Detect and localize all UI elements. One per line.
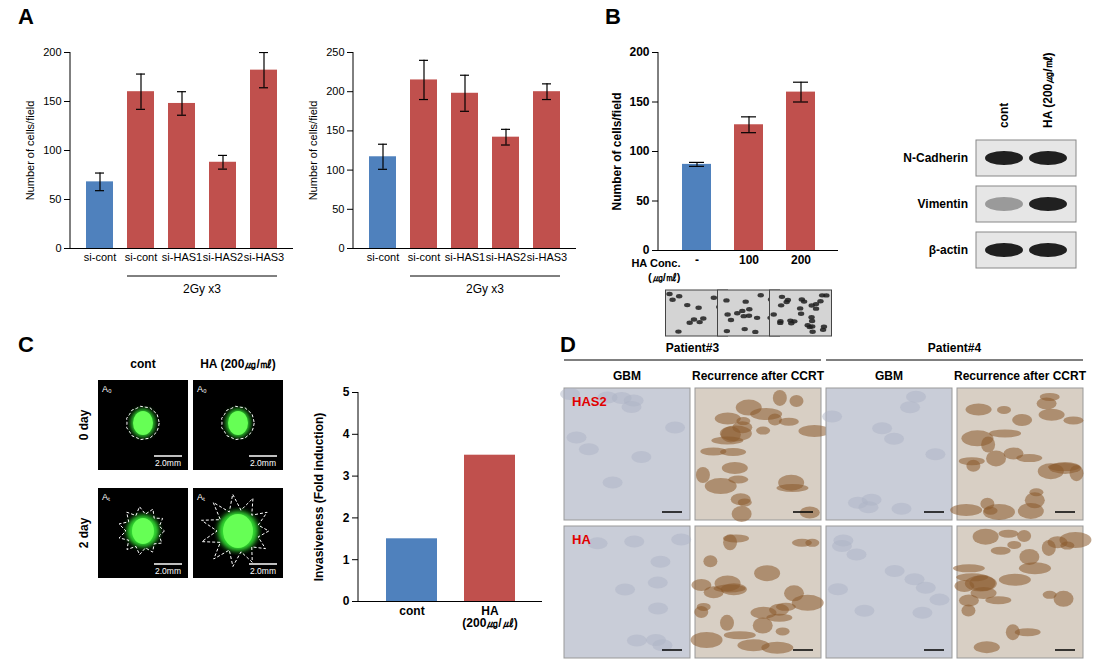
- svg-text:si-cont: si-cont: [408, 251, 440, 263]
- svg-text:2.0mm: 2.0mm: [250, 458, 276, 468]
- svg-text:200: 200: [43, 46, 61, 58]
- svg-text:Recurrence after CCRT: Recurrence after CCRT: [692, 369, 825, 383]
- svg-text:200: 200: [326, 85, 344, 97]
- svg-text:si-HAS2: si-HAS2: [486, 251, 526, 263]
- svg-text:4: 4: [343, 427, 350, 441]
- svg-text:0: 0: [343, 594, 350, 608]
- svg-text:0: 0: [55, 242, 61, 254]
- svg-text:2Gy x3: 2Gy x3: [466, 282, 504, 296]
- svg-text:Recurrence after CCRT: Recurrence after CCRT: [954, 369, 1087, 383]
- svg-text:50: 50: [636, 194, 650, 208]
- svg-text:HAS2: HAS2: [572, 394, 607, 409]
- svg-text:200: 200: [791, 253, 811, 267]
- svg-text:HA (200㎍/㎖): HA (200㎍/㎖): [1041, 52, 1055, 128]
- svg-text:HA: HA: [572, 532, 591, 547]
- svg-text:2Gy x3: 2Gy x3: [183, 282, 221, 296]
- svg-text:HA (200㎍/㎖): HA (200㎍/㎖): [200, 357, 276, 371]
- svg-text:100: 100: [43, 144, 61, 156]
- svg-text:0: 0: [643, 243, 650, 257]
- svg-text:150: 150: [326, 124, 344, 136]
- svg-text:A₀: A₀: [102, 384, 112, 394]
- svg-text:cont: cont: [997, 103, 1011, 128]
- html-text:A: A: [18, 4, 34, 29]
- svg-text:cont: cont: [399, 604, 424, 618]
- svg-text:5: 5: [343, 385, 350, 399]
- svg-text:Aₜ: Aₜ: [197, 492, 205, 502]
- svg-text:2.0mm: 2.0mm: [250, 566, 276, 576]
- svg-text:250: 250: [326, 46, 344, 58]
- svg-text:si-cont: si-cont: [367, 251, 399, 263]
- svg-text:Number of cells/field: Number of cells/field: [610, 92, 624, 210]
- svg-text:HA Conc.(㎍/㎖): HA Conc.(㎍/㎖): [631, 257, 680, 283]
- svg-text:100: 100: [629, 144, 649, 158]
- svg-text:β-actin: β-actin: [929, 243, 968, 257]
- svg-text:si-HAS3: si-HAS3: [244, 251, 284, 263]
- svg-text:100: 100: [326, 164, 344, 176]
- svg-text:Patient#4: Patient#4: [928, 341, 982, 355]
- svg-text:2.0mm: 2.0mm: [155, 458, 181, 468]
- html-text:C: C: [18, 332, 34, 357]
- svg-text:50: 50: [49, 193, 61, 205]
- svg-text:200: 200: [629, 45, 649, 59]
- svg-text:si-HAS1: si-HAS1: [445, 251, 485, 263]
- svg-text:N-Cadherin: N-Cadherin: [903, 151, 968, 165]
- svg-text:1: 1: [343, 553, 350, 567]
- svg-text:50: 50: [332, 203, 344, 215]
- svg-text:3: 3: [343, 469, 350, 483]
- svg-text:si-cont: si-cont: [84, 251, 116, 263]
- svg-text:100: 100: [739, 253, 759, 267]
- svg-text:0 day: 0 day: [77, 409, 91, 440]
- svg-text:GBM: GBM: [613, 369, 641, 383]
- svg-text:2: 2: [343, 511, 350, 525]
- svg-text:si-cont: si-cont: [125, 251, 157, 263]
- svg-text:Invasiveness (Fold induction): Invasiveness (Fold induction): [312, 413, 326, 582]
- svg-text:150: 150: [43, 95, 61, 107]
- svg-text:2.0mm: 2.0mm: [155, 566, 181, 576]
- svg-text:si-HAS1: si-HAS1: [162, 251, 202, 263]
- svg-text:Number of cells/field: Number of cells/field: [307, 101, 319, 201]
- svg-text:Patient#3: Patient#3: [666, 341, 720, 355]
- svg-text:A₀: A₀: [197, 384, 207, 394]
- svg-text:-: -: [695, 253, 699, 267]
- svg-text:Number of cells/field: Number of cells/field: [24, 101, 36, 201]
- html-text:B: B: [605, 4, 621, 29]
- svg-text:si-HAS3: si-HAS3: [527, 251, 567, 263]
- svg-text:2 day: 2 day: [77, 517, 91, 548]
- svg-text:cont: cont: [130, 357, 155, 371]
- html-text:D: D: [560, 332, 576, 357]
- svg-text:HA(200㎍/㎕): HA(200㎍/㎕): [462, 604, 517, 630]
- svg-text:0: 0: [338, 242, 344, 254]
- svg-text:GBM: GBM: [875, 369, 903, 383]
- svg-text:150: 150: [629, 95, 649, 109]
- svg-text:Vimentin: Vimentin: [918, 197, 968, 211]
- svg-text:si-HAS2: si-HAS2: [203, 251, 243, 263]
- svg-text:Aₜ: Aₜ: [102, 492, 110, 502]
